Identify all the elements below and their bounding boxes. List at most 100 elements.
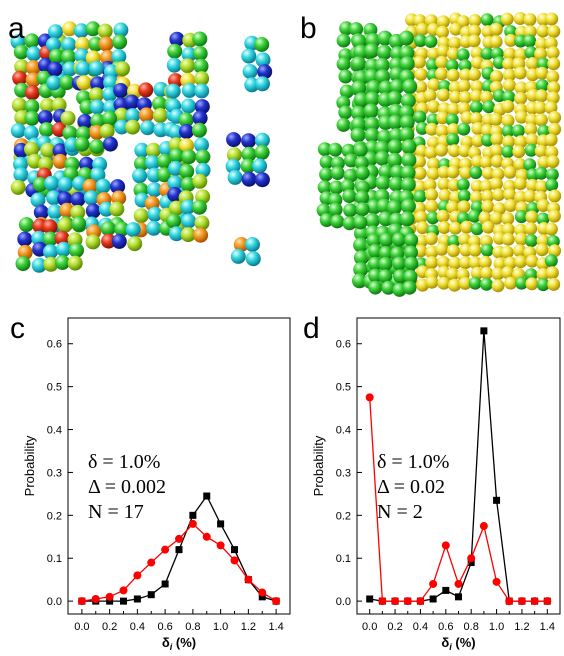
atom-sphere xyxy=(436,209,450,223)
atom-sphere xyxy=(375,175,391,191)
atom-sphere xyxy=(404,256,419,271)
atom-sphere xyxy=(241,48,257,64)
atom-sphere xyxy=(40,98,55,113)
data-point-circle xyxy=(230,556,239,565)
atom-sphere xyxy=(75,36,90,52)
atom-sphere xyxy=(364,68,380,84)
atom-sphere xyxy=(414,67,428,81)
atom-sphere xyxy=(115,61,130,77)
atom-sphere xyxy=(481,220,495,234)
atom-sphere xyxy=(330,214,345,229)
atom-sphere xyxy=(88,60,104,76)
atom-sphere xyxy=(90,167,106,183)
y-axis-label: Probability xyxy=(311,435,326,496)
atom-sphere xyxy=(437,221,451,234)
atom-sphere xyxy=(62,61,78,77)
atom-sphere xyxy=(414,80,428,94)
atom-sphere xyxy=(470,179,484,193)
atom-sphere xyxy=(503,47,517,61)
atom-sphere xyxy=(526,57,539,70)
atom-sphere xyxy=(355,166,370,180)
atom-sphere xyxy=(524,234,538,248)
atom-sphere xyxy=(501,100,515,113)
y-tick-label: 0.6 xyxy=(336,339,351,351)
x-tick-label: 0.8 xyxy=(464,621,479,633)
atom-sphere xyxy=(423,178,437,192)
atom-sphere xyxy=(193,58,209,74)
atom-sphere xyxy=(180,227,196,243)
atom-sphere xyxy=(145,142,161,158)
atom-sphere xyxy=(353,215,368,230)
atom-sphere xyxy=(77,114,93,129)
atom-sphere xyxy=(482,100,496,114)
atom-sphere xyxy=(30,192,46,208)
atom-sphere xyxy=(39,122,54,138)
atom-sphere xyxy=(338,69,353,84)
atom-sphere xyxy=(458,59,472,73)
atom-sphere xyxy=(349,22,364,37)
atom-sphere xyxy=(525,210,539,224)
atom-sphere xyxy=(319,213,334,227)
atom-sphere xyxy=(378,256,393,271)
atom-sphere xyxy=(425,122,439,136)
data-point-circle xyxy=(91,594,100,603)
x-tick-label: 1.0 xyxy=(213,621,228,633)
data-point-circle xyxy=(505,597,514,606)
y-tick-label: 0.4 xyxy=(47,425,62,437)
atom-sphere xyxy=(387,139,403,155)
atom-sphere xyxy=(46,190,62,206)
atom-sphere xyxy=(501,223,515,237)
atom-sphere xyxy=(447,144,461,158)
atom-sphere xyxy=(469,190,483,204)
atom-sphere xyxy=(525,113,539,127)
atom-sphere xyxy=(414,34,427,48)
atom-sphere xyxy=(85,234,101,250)
atom-sphere xyxy=(415,234,428,248)
atom-sphere xyxy=(330,156,345,171)
atom-sphere xyxy=(470,222,484,236)
atom-sphere xyxy=(436,44,450,58)
y-tick-label: 0.0 xyxy=(47,596,62,608)
atom-sphere xyxy=(111,49,127,65)
atom-sphere xyxy=(113,22,129,38)
data-point-circle xyxy=(479,522,488,531)
atom-sphere xyxy=(343,168,358,183)
atom-sphere xyxy=(547,81,561,95)
atom-sphere xyxy=(364,116,380,132)
atom-sphere xyxy=(147,182,162,198)
atom-sphere xyxy=(42,219,58,235)
atom-sphere xyxy=(82,178,98,194)
atom-sphere xyxy=(445,113,459,127)
atom-sphere xyxy=(73,23,89,39)
atom-sphere xyxy=(339,84,354,99)
y-tick-label: 0.2 xyxy=(336,510,351,522)
atom-sphere xyxy=(478,255,492,269)
atom-sphere xyxy=(544,254,558,268)
x-tick-label: 0.2 xyxy=(387,621,402,633)
data-point-square xyxy=(480,327,488,335)
atom-sphere xyxy=(400,165,416,181)
atom-sphere xyxy=(336,117,351,132)
data-point-square xyxy=(493,496,501,504)
atom-sphere xyxy=(100,50,115,65)
y-tick-label: 0.1 xyxy=(47,553,62,565)
atom-sphere xyxy=(328,142,343,157)
atom-sphere xyxy=(401,152,417,168)
atom-sphere xyxy=(46,75,62,91)
atom-sphere xyxy=(43,256,59,272)
atom-sphere xyxy=(195,149,211,165)
atom-sphere xyxy=(436,25,449,39)
atom-sphere xyxy=(364,213,380,229)
atom-sphere xyxy=(456,48,470,62)
atom-sphere xyxy=(74,136,90,152)
atom-sphere xyxy=(524,122,538,136)
atom-sphere xyxy=(52,153,68,169)
atom-sphere xyxy=(351,105,367,121)
atom-sphere xyxy=(426,167,440,181)
atom-sphere xyxy=(343,203,358,218)
atom-sphere xyxy=(511,124,525,138)
atom-sphere xyxy=(435,124,449,138)
atom-sphere xyxy=(226,147,242,163)
atom-sphere xyxy=(437,255,450,269)
atom-sphere xyxy=(344,153,358,168)
